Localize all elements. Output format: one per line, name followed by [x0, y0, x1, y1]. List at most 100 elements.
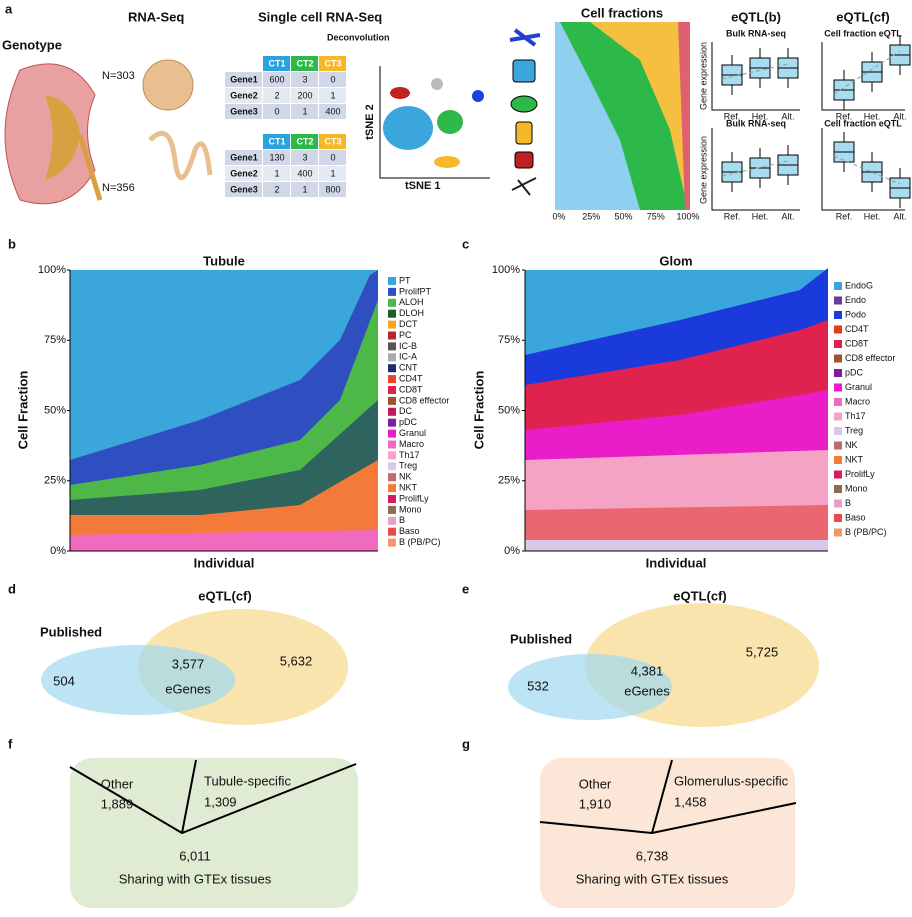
legend-swatch — [388, 462, 396, 471]
legend-label: Macro — [845, 396, 870, 406]
legend-label: NK — [399, 472, 412, 482]
legend-label: pDC — [399, 417, 418, 427]
legend-swatch — [388, 396, 396, 405]
genotype-label: Het. — [752, 111, 769, 121]
legend-label: Podo — [845, 309, 866, 319]
legend-swatch — [388, 538, 396, 547]
legend-label: PC — [399, 330, 412, 340]
table-cell — [263, 182, 290, 197]
legend-swatch — [834, 427, 842, 435]
table-cell-text: 1 — [330, 90, 335, 100]
legend-swatch — [834, 369, 842, 377]
legend-swatch — [388, 473, 396, 482]
table-cell — [225, 182, 262, 197]
count: 504 — [53, 673, 75, 688]
genotype-label: Het. — [752, 211, 769, 221]
legend-label: Mono — [845, 483, 868, 493]
trend — [833, 155, 901, 185]
legend-swatch — [388, 375, 396, 384]
table-cell-text: 0 — [330, 74, 335, 84]
label: N=356 — [102, 182, 135, 194]
axis-label: Individual — [194, 555, 255, 570]
legend-label: PT — [399, 275, 411, 285]
legend-swatch — [834, 325, 842, 334]
table-header-cell — [263, 56, 290, 71]
legend-swatch — [388, 505, 396, 514]
title: eQTL(cf) — [673, 588, 726, 603]
axis — [69, 270, 378, 552]
glomerulus-icon — [142, 59, 194, 111]
count: 6,738 — [636, 848, 669, 863]
table-cell — [263, 104, 290, 119]
panel-label: e — [462, 581, 469, 596]
label: Published — [510, 631, 572, 646]
table-cell-text: 3 — [302, 74, 307, 84]
label: RNA-Seq — [128, 9, 184, 24]
tsne-axes — [379, 66, 490, 179]
y-tick-label: 25% — [44, 475, 66, 487]
legend-swatch — [834, 398, 842, 406]
x-tick-label: 50% — [614, 211, 632, 221]
y-tick-label: 100% — [492, 264, 520, 276]
table-cell — [263, 150, 290, 165]
legend-swatch — [388, 309, 396, 318]
y-tick-label: 75% — [498, 334, 520, 346]
label: Other — [101, 776, 134, 791]
genotype-label: Ref. — [836, 211, 853, 221]
legend-swatch — [388, 353, 396, 362]
table-cell-text: 400 — [297, 168, 312, 178]
legend-swatch — [834, 340, 842, 348]
legend-label: pDC — [845, 367, 864, 377]
count: 5,725 — [746, 644, 779, 659]
table-cell-text: 3 — [302, 152, 307, 162]
genotype-label: Alt. — [893, 211, 906, 221]
legend-label: B — [845, 498, 851, 508]
legend-swatch — [834, 470, 842, 479]
x-tick-label: 25% — [582, 211, 600, 221]
x-tick-label: 0% — [552, 211, 565, 221]
count: 1,309 — [204, 794, 237, 809]
subtitle: Cell fraction eQTL — [824, 118, 902, 128]
label: Deconvolution — [327, 32, 390, 42]
tubule-stack — [70, 270, 378, 551]
ureter — [77, 134, 103, 201]
label: Published — [40, 624, 102, 639]
table-cell — [225, 166, 262, 181]
table-cell — [319, 104, 346, 119]
table-cell-text: 400 — [325, 106, 340, 116]
table-cell-text: 0 — [274, 106, 279, 116]
table-cell-text: 1 — [302, 184, 307, 194]
legend-swatch — [388, 364, 396, 373]
x-tick-label: 100% — [676, 211, 699, 221]
panel-label: b — [8, 236, 16, 251]
table-cell-text: Gene1 — [230, 74, 258, 84]
table-cell — [319, 182, 346, 197]
legend-swatch — [388, 495, 396, 503]
label: Other — [579, 776, 612, 791]
table-cell — [225, 104, 262, 119]
genotype-label: Ref. — [724, 111, 741, 121]
legend-swatch — [834, 296, 842, 305]
legend-label: CD8T — [845, 338, 869, 348]
legend-swatch — [388, 418, 396, 427]
kidney — [4, 63, 96, 205]
table-cell-text: 1 — [274, 168, 279, 178]
kidney-pelvis — [45, 95, 80, 180]
legend-label: ALOH — [399, 297, 424, 307]
panel-label: g — [462, 736, 470, 751]
eqtl-frames — [711, 42, 905, 211]
table-cell — [225, 150, 262, 165]
table-header-cell — [319, 56, 346, 71]
legend-label: IC-A — [399, 352, 417, 362]
legend-label: DLOH — [399, 308, 424, 318]
axis-label: Cell Fraction — [471, 371, 486, 450]
tubule-icon — [148, 130, 213, 181]
table-cell — [225, 88, 262, 103]
subtitle: Bulk RNA-seq — [726, 118, 786, 128]
count: 1,889 — [101, 796, 134, 811]
divider — [69, 759, 357, 835]
legend-label: IC-B — [399, 341, 417, 351]
trend — [721, 160, 789, 177]
legend-swatch — [388, 331, 396, 340]
